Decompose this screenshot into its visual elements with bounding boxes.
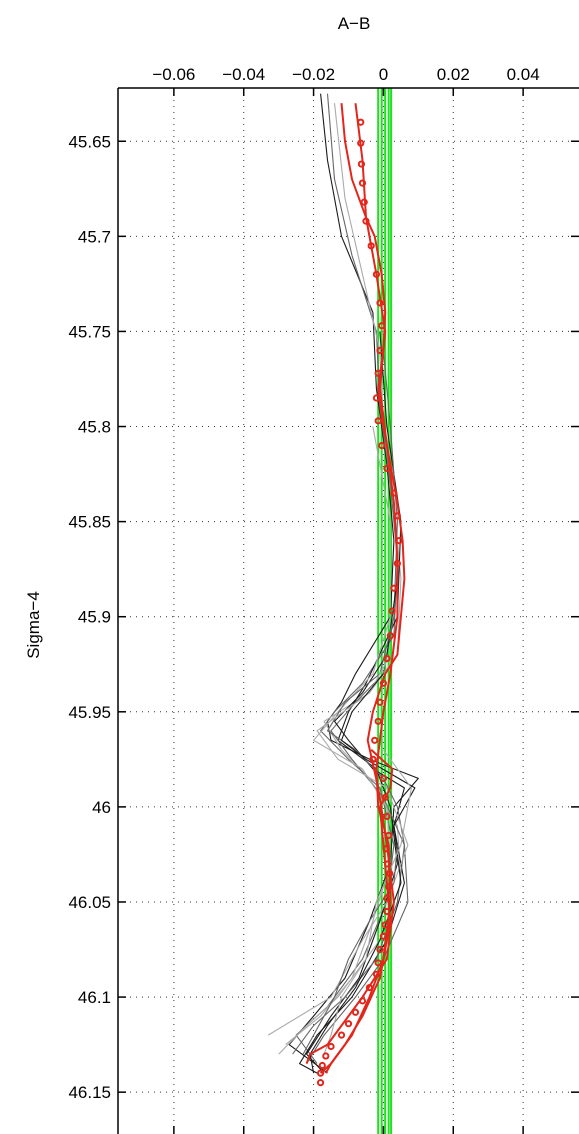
data-point [318, 1061, 326, 1070]
data-point [383, 907, 391, 916]
data-point [367, 242, 375, 250]
mean-points [316, 118, 403, 1087]
red-series-lines [305, 103, 406, 1074]
data-point [374, 417, 382, 425]
data-point [393, 559, 401, 568]
data-point [381, 921, 389, 929]
data-point [386, 869, 394, 878]
data-point [316, 1079, 325, 1087]
x-tick-label: 0 [379, 65, 388, 84]
red-profile-line [319, 103, 399, 1074]
gray-profile-line [306, 350, 409, 1064]
gray-profile-line [302, 844, 398, 1055]
data-point [379, 932, 388, 940]
gray-profile-line [285, 426, 391, 1046]
data-point [379, 774, 388, 782]
data-point [385, 883, 393, 891]
y-tick-label: 46.05 [68, 893, 111, 912]
data-point [376, 945, 384, 954]
data-point [365, 983, 374, 992]
gray-profile-line [292, 616, 405, 1055]
data-point [386, 632, 395, 640]
data-point [327, 1042, 335, 1051]
data-point [388, 607, 396, 615]
y-tick-label: 46.15 [68, 1083, 111, 1102]
y-tick-label: 45.7 [78, 227, 111, 246]
x-tick-label: −0.02 [292, 65, 335, 84]
red-profile-line [324, 749, 394, 1074]
data-point [376, 346, 384, 355]
data-point [372, 394, 381, 402]
data-point [344, 1020, 353, 1028]
y-tick-label: 46.1 [78, 988, 111, 1007]
data-point [379, 679, 388, 687]
data-point [369, 755, 377, 763]
data-point [383, 894, 391, 902]
y-tick-label: 45.75 [68, 322, 111, 341]
x-tick-label: −0.06 [152, 65, 195, 84]
grid [118, 88, 579, 1134]
x-tick-label: −0.04 [222, 65, 265, 84]
data-point [381, 793, 389, 801]
data-point [378, 441, 386, 450]
data-point [374, 369, 382, 377]
data-point [383, 812, 391, 820]
y-tick-label: 46 [92, 798, 111, 817]
gray-profile-line [295, 93, 398, 1064]
y-tick-label: 45.65 [68, 132, 111, 151]
data-point [393, 512, 401, 520]
y-axis-label: Sigma−4 [24, 591, 43, 659]
x-tick-label: 0.04 [507, 65, 540, 84]
data-point [371, 736, 379, 744]
data-point [358, 179, 367, 187]
data-point [372, 270, 381, 278]
gray-profile-line [278, 103, 402, 1055]
gray-profile-line [267, 654, 409, 1036]
axes: −0.06 −0.04 −0.02 0 0.02 0.04 45.65 45.7 45.75 45… [68, 65, 579, 1134]
gray-profile-line [299, 578, 405, 1074]
data-point [376, 299, 384, 307]
data-point [351, 1008, 360, 1016]
data-point [357, 139, 365, 147]
data-point [316, 1069, 325, 1077]
gray-series-lines [267, 93, 419, 1074]
data-point [376, 698, 384, 706]
data-point [382, 845, 390, 853]
data-point [378, 322, 386, 330]
data-point [360, 198, 368, 206]
y-tick-label: 45.85 [68, 513, 111, 532]
data-point [385, 831, 393, 840]
y-tick-label: 45.9 [78, 608, 111, 627]
data-point [384, 860, 392, 868]
data-point [357, 118, 365, 126]
data-point [337, 1031, 346, 1039]
x-axis-label: A−B [338, 14, 371, 33]
data-point [372, 970, 381, 978]
y-tick-label: 45.95 [68, 703, 111, 722]
data-point [357, 160, 366, 168]
data-point [358, 997, 367, 1005]
data-point [383, 654, 391, 663]
data-point [383, 464, 391, 472]
data-point [374, 959, 382, 967]
data-point [390, 584, 398, 592]
data-point [362, 217, 370, 225]
y-tick-label: 45.8 [78, 418, 111, 437]
gray-profile-line [323, 749, 412, 1055]
data-point [390, 489, 398, 497]
data-point [374, 717, 382, 725]
red-profile-line [305, 103, 406, 1064]
data-point [322, 1052, 330, 1060]
x-tick-label: 0.02 [437, 65, 470, 84]
data-point [395, 537, 403, 545]
